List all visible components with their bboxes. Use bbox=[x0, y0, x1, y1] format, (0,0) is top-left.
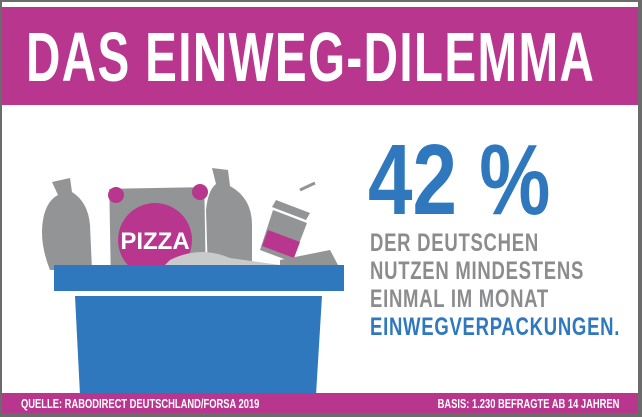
bin-rim bbox=[54, 265, 344, 291]
stat-highlight: EINWEGVERPACKUNGEN. bbox=[370, 313, 621, 341]
bin-body bbox=[75, 296, 322, 395]
basis-text: BASIS: 1.230 BEFRAGTE AB 14 JAHREN bbox=[437, 396, 619, 411]
bottle-left-icon bbox=[42, 178, 92, 270]
stat-line-3: EINMAL IM MONAT bbox=[370, 285, 549, 313]
footer-bar: QUELLE: RABODIRECT DEUTSCHLAND/FORSA 201… bbox=[2, 393, 638, 413]
title-banner: DAS EINWEG-DILEMMA bbox=[2, 7, 638, 105]
percentage-value: 42 % bbox=[368, 124, 551, 236]
page-title: DAS EINWEG-DILEMMA bbox=[26, 18, 596, 96]
infographic: DAS EINWEG-DILEMMA PIZZA 42 % DER DEUTSC… bbox=[2, 2, 638, 413]
trash-bin-illustration: PIZZA bbox=[42, 168, 344, 395]
stat-line-1: DER DEUTSCHEN bbox=[370, 229, 539, 257]
stat-line-2: NUTZEN MINDESTENS bbox=[370, 257, 585, 285]
cup-icon bbox=[260, 181, 316, 262]
source-text: QUELLE: RABODIRECT DEUTSCHLAND/FORSA 201… bbox=[21, 396, 260, 411]
pizza-label: PIZZA bbox=[120, 228, 189, 255]
bottle-right-icon bbox=[206, 168, 252, 275]
